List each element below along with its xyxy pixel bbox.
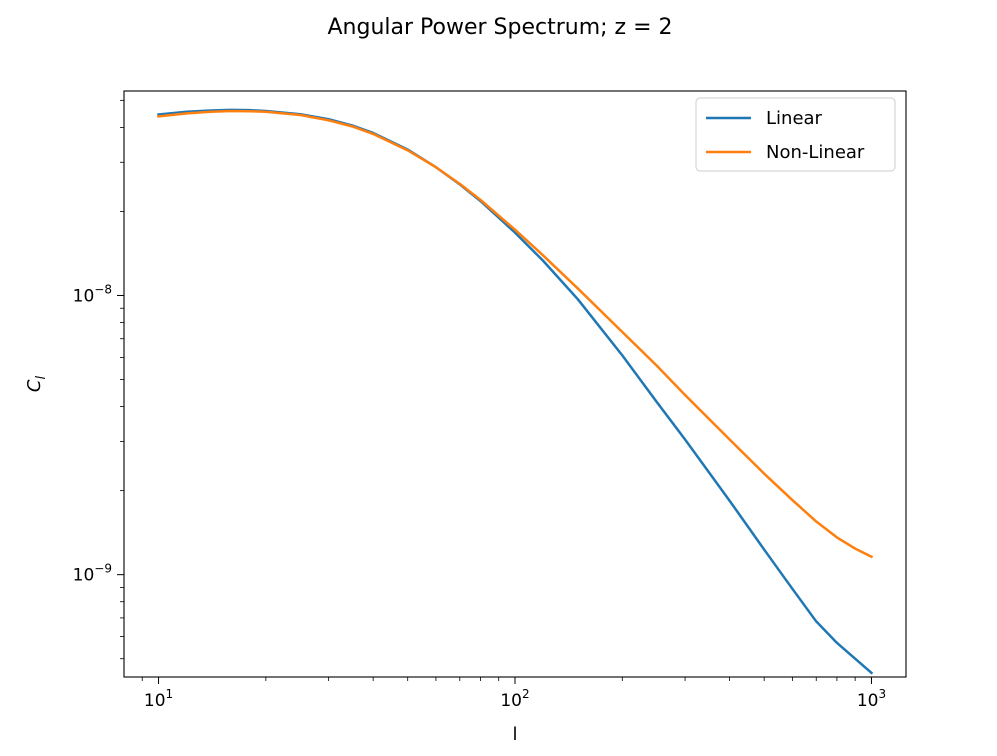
x-tick-label: 103 xyxy=(857,687,886,711)
legend-label-linear: Linear xyxy=(766,108,823,129)
legend: Linear Non-Linear xyxy=(695,97,896,172)
x-tick-label: 101 xyxy=(144,687,173,711)
plot-frame xyxy=(123,90,907,678)
y-tick-label: 10−9 xyxy=(73,562,112,586)
chart-title: Angular Power Spectrum; z = 2 xyxy=(327,15,672,40)
x-tick-label: 102 xyxy=(500,687,529,711)
series-line-non-linear xyxy=(157,109,874,559)
x-axis-label: l xyxy=(512,724,517,745)
series-layer xyxy=(157,108,874,675)
legend-label-non-linear: Non-Linear xyxy=(766,142,865,163)
minor-ticks xyxy=(120,99,856,681)
y-tick-label: 10−8 xyxy=(73,282,112,306)
major-ticks: 101 102 103 10−9 10−8 xyxy=(73,282,886,711)
y-axis-label: Cl xyxy=(24,376,49,393)
